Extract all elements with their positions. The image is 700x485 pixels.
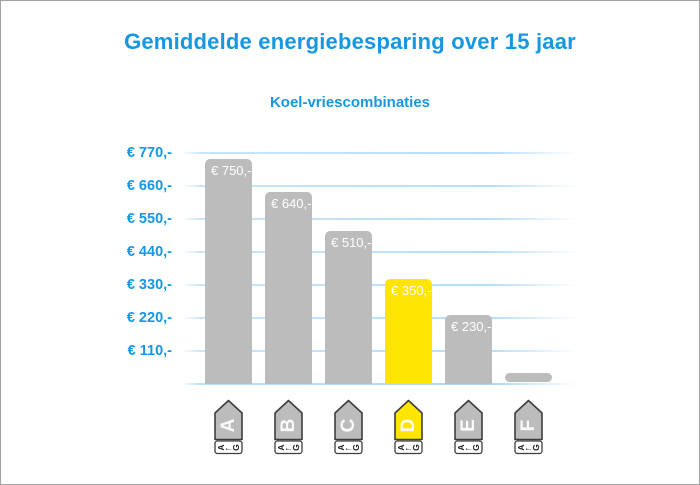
y-axis-tick-label: € 550,-: [126, 211, 172, 227]
energy-tag-shape: [334, 399, 363, 441]
energy-class-letter: C: [338, 418, 359, 432]
y-axis-tick-label: € 660,-: [126, 178, 172, 194]
energy-tag-shape: [514, 399, 543, 441]
bar-D: € 350,-: [385, 279, 432, 384]
energy-label-icon-D: D A ← G: [392, 398, 425, 455]
gridline: [181, 317, 578, 319]
energy-scale-strip: [454, 440, 483, 455]
y-axis-tick-label: € 330,-: [126, 277, 172, 293]
energy-scale-strip: [214, 440, 243, 455]
gridline: [181, 284, 578, 286]
energy-scale-start: A: [396, 445, 406, 451]
energy-scale-arrow: ←: [224, 442, 233, 452]
energy-tag-shape: [274, 399, 303, 441]
energy-scale-end: G: [411, 444, 421, 451]
bar-F: [505, 373, 552, 382]
energy-tag-shape: [214, 399, 243, 441]
energy-tag-shape: [394, 399, 423, 441]
energy-scale-start: A: [456, 445, 466, 451]
energy-scale-start: A: [336, 445, 346, 451]
energy-scale-start: A: [216, 445, 226, 451]
bar-value-label: € 510,-: [331, 235, 372, 250]
energy-scale-strip: [274, 440, 303, 455]
energy-scale-end: G: [531, 444, 541, 451]
bar-A: € 750,-: [205, 159, 252, 384]
energy-class-letter: E: [458, 419, 479, 432]
gridline: [181, 152, 578, 154]
bar-E: € 230,-: [445, 315, 492, 384]
bar-B: € 640,-: [265, 192, 312, 384]
energy-label-icon-E: E A ← G: [452, 398, 485, 455]
energy-label-icon-F: F A ← G: [512, 398, 545, 455]
energy-class-letter: F: [518, 420, 539, 432]
energy-scale-arrow: ←: [284, 442, 293, 452]
energy-class-letter: A: [218, 418, 239, 432]
y-axis-tick-label: € 440,-: [126, 244, 172, 260]
energy-scale-arrow: ←: [524, 442, 533, 452]
energy-class-letter: B: [278, 419, 299, 433]
energy-scale-start: A: [516, 445, 526, 451]
y-axis-tick-label: € 770,-: [126, 145, 172, 161]
gridline: [181, 185, 578, 187]
energy-label-icon-A: A A ← G: [212, 398, 245, 455]
energy-scale-arrow: ←: [344, 442, 353, 452]
chart-title: Gemiddelde energiebesparing over 15 jaar: [124, 29, 576, 54]
y-axis-tick-label: € 220,-: [126, 310, 172, 326]
gridline: [181, 218, 578, 220]
energy-scale-strip: [394, 440, 423, 455]
bar-C: € 510,-: [325, 231, 372, 384]
energy-scale-end: G: [351, 444, 361, 451]
energy-scale-start: A: [276, 445, 286, 451]
energy-label-icon-C: C A ← G: [332, 398, 365, 455]
bar-value-label: € 350,-: [391, 283, 432, 298]
bar-value-label: € 750,-: [211, 163, 252, 178]
x-axis-baseline: [181, 383, 578, 385]
energy-scale-end: G: [471, 444, 481, 451]
energy-label-icon-B: B A ← G: [272, 398, 305, 455]
energy-scale-end: G: [291, 444, 301, 451]
bar-value-label: € 230,-: [451, 319, 492, 334]
chart-subtitle: Koel-vriescombinaties: [269, 94, 431, 111]
energy-scale-arrow: ←: [404, 442, 413, 452]
energy-scale-strip: [334, 440, 363, 455]
energy-class-letter: D: [398, 419, 419, 433]
energy-tag-shape: [454, 399, 483, 441]
bar-value-label: € 640,-: [271, 196, 312, 211]
energy-scale-end: G: [231, 444, 241, 451]
energy-scale-strip: [514, 440, 543, 455]
energy-scale-arrow: ←: [464, 442, 473, 452]
gridline: [181, 251, 578, 253]
gridline: [181, 350, 578, 352]
y-axis-tick-label: € 110,-: [127, 343, 172, 359]
